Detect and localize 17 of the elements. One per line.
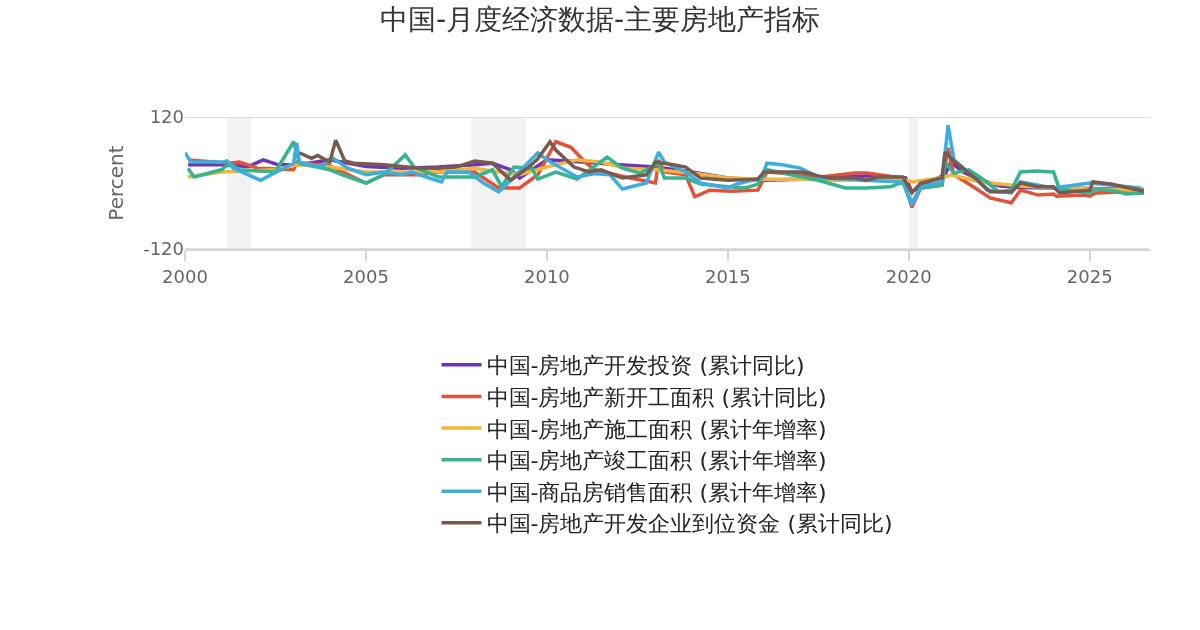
legend-label: 中国-房地产施工面积 (累计年增率) [486,416,827,442]
x-tick-label: 2015 [704,265,751,287]
chart-title: 中国-月度经济数据-主要房地产指标 [379,3,821,37]
legend-label: 中国-房地产开发企业到位资金 (累计同比) [486,511,893,537]
legend-label: 中国-房地产新开工面积 (累计同比) [486,385,827,411]
x-tick-label: 2000 [162,265,208,287]
line-series [297,138,1146,195]
x-tick-label: 2025 [1066,265,1113,287]
x-tick-label: 2010 [524,265,570,287]
x-tick-label: 2005 [343,265,389,287]
y-axis-title: Percent [103,145,128,221]
x-tick-label: 2020 [885,265,932,287]
legend-label: 中国-商品房销售面积 (累计年增率) [486,479,827,505]
legend-label: 中国-房地产开发投资 (累计同比) [486,353,805,379]
legend-label: 中国-房地产竣工面积 (累计年增率) [486,448,827,474]
y-tick-label: 120 [149,106,184,128]
y-tick-label: -120 [143,238,184,260]
